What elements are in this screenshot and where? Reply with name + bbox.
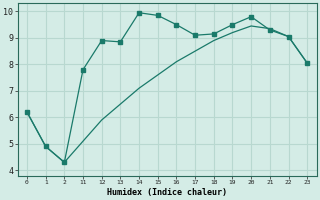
- X-axis label: Humidex (Indice chaleur): Humidex (Indice chaleur): [107, 188, 227, 197]
